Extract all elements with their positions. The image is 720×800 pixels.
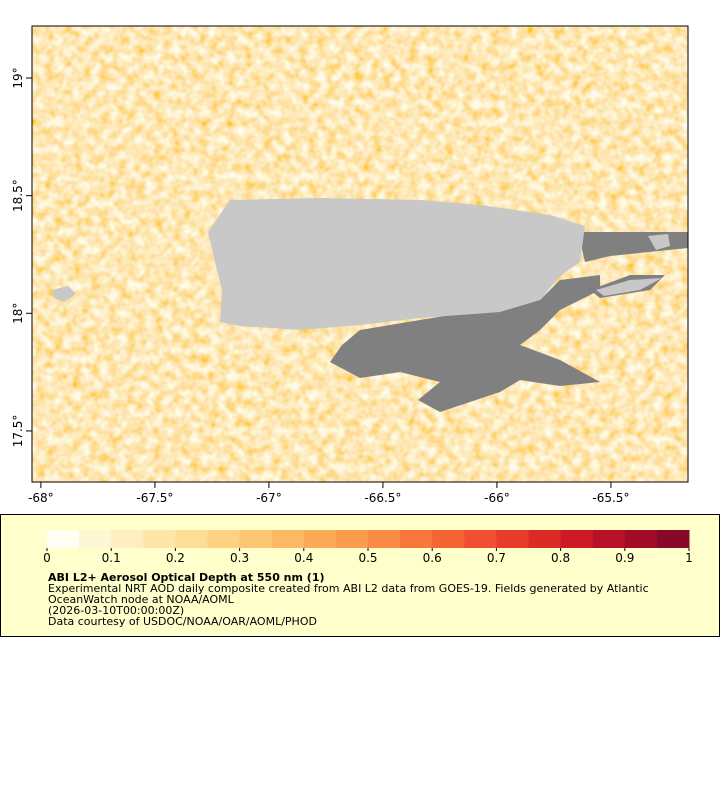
legend-line: Experimental NRT AOD daily composite cre… (48, 582, 649, 595)
colorbar-swatch (496, 530, 529, 548)
y-tick-label: 18.5° (11, 179, 25, 212)
legend-line: OceanWatch node at NOAA/AOML (48, 593, 235, 606)
colorbar-swatch (335, 530, 369, 548)
colorbar-tick-label: 0.3 (230, 551, 249, 565)
colorbar-tick-label: 0.8 (551, 551, 570, 565)
colorbar-swatch (175, 530, 208, 548)
x-tick-label: -65.5° (592, 491, 629, 505)
colorbar-swatch (528, 530, 562, 548)
colorbar-tick-label: 0.4 (294, 551, 313, 565)
y-tick-label: 18° (11, 303, 25, 324)
colorbar-tick-label: 0.7 (487, 551, 506, 565)
x-tick-label: -67.5° (136, 491, 173, 505)
puerto-rico (208, 198, 585, 330)
colorbar-swatch (624, 530, 658, 548)
culebra (648, 234, 670, 250)
colorbar-swatch (656, 530, 690, 548)
x-tick-label: -67° (256, 491, 282, 505)
x-tick-label: -66° (484, 491, 510, 505)
colorbar-swatch (400, 530, 433, 548)
colorbar-swatch (368, 530, 401, 548)
x-tick-label: -68° (28, 491, 54, 505)
colorbar-swatch (239, 530, 273, 548)
y-tick-label: 17.5° (11, 415, 25, 448)
colorbar-tick-label: 1 (685, 551, 693, 565)
colorbar-swatch (271, 530, 305, 548)
colorbar-swatch (464, 530, 497, 548)
colorbar-tick-label: 0.6 (423, 551, 442, 565)
legend-title: ABI L2+ Aerosol Optical Depth at 550 nm … (48, 571, 325, 584)
colorbar-swatch (143, 530, 176, 548)
legend-line: Data courtesy of USDOC/NOAA/OAR/AOML/PHO… (48, 615, 317, 628)
map-raster (32, 26, 688, 482)
colorbar-swatch (111, 530, 144, 548)
colorbar-tick-label: 0.9 (615, 551, 634, 565)
colorbar-swatch (592, 530, 626, 548)
plot-frame (31, 25, 689, 483)
colorbar-swatch (560, 530, 594, 548)
x-tick-label: -66.5° (364, 491, 401, 505)
colorbar-swatch (79, 530, 112, 548)
colorbar-tick-label: 0.1 (102, 551, 121, 565)
colorbar-tick-label: 0.5 (358, 551, 377, 565)
colorbar-tick-label: 0.2 (166, 551, 185, 565)
colorbar-swatch (432, 530, 465, 548)
y-tick-label: 19° (11, 67, 25, 88)
colorbar-swatch (303, 530, 337, 548)
shallow-water (330, 275, 600, 412)
colorbar-swatch (47, 530, 80, 548)
vieques (596, 278, 662, 296)
colorbar-swatch (207, 530, 241, 548)
mona-island (52, 286, 76, 302)
legend-line: (2026-03-10T00:00:00Z) (48, 604, 184, 617)
colorbar-tick-label: 0 (43, 551, 51, 565)
